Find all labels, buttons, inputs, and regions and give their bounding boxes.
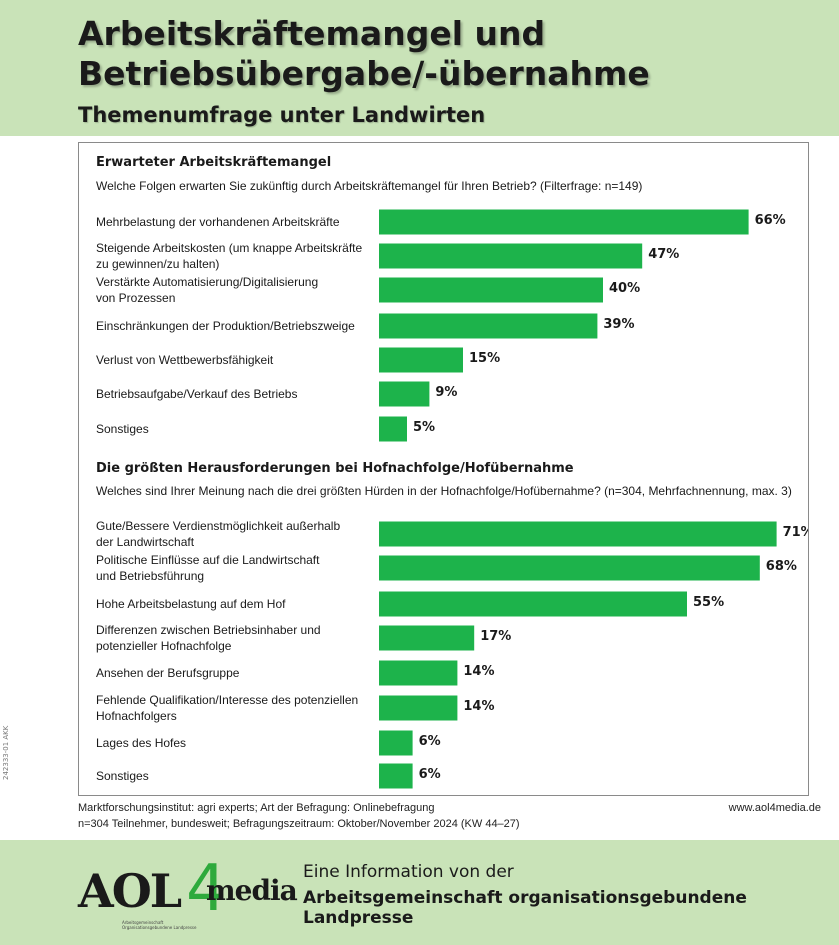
bar xyxy=(379,696,457,721)
website-link[interactable]: www.aol4media.de xyxy=(729,800,821,816)
category-label: Steigende Arbeitskosten (um knappe Arbei… xyxy=(96,241,362,255)
bar xyxy=(379,626,474,651)
category-label: Differenzen zwischen Betriebsinhaber und xyxy=(96,623,321,637)
info-line-2: Arbeitsgemeinschaft organisationsgebunde… xyxy=(303,888,839,928)
value-label: 6% xyxy=(419,767,441,782)
content-panel: Erwarteter Arbeitskräftemangel Welche Fol… xyxy=(0,136,839,840)
value-label: 14% xyxy=(463,664,494,679)
category-label: potenzieller Hofnachfolge xyxy=(96,639,232,653)
category-label: zu gewinnen/zu halten) xyxy=(96,257,219,271)
category-label: Sonstiges xyxy=(96,422,149,436)
category-label: Mehrbelastung der vorhandenen Arbeitskrä… xyxy=(96,215,340,229)
source-line-2: n=304 Teilnehmer, bundesweit; Befragungs… xyxy=(78,816,638,832)
category-label: Hohe Arbeitsbelastung auf dem Hof xyxy=(96,597,286,611)
page-subtitle: Themenumfrage unter Landwirten xyxy=(78,101,485,129)
chart-question: Welche Folgen erwarten Sie zukünftig dur… xyxy=(96,179,642,193)
bar xyxy=(379,661,457,686)
value-label: 5% xyxy=(413,420,435,435)
logo-aol-text: AOL xyxy=(78,864,180,918)
publisher-band: AOL 4 media Arbeitsgemeinschaft Organisa… xyxy=(0,840,839,945)
bar xyxy=(379,592,687,617)
page-title: Arbeitskräftemangel und Betriebsübergabe… xyxy=(78,14,818,94)
chart-box: Erwarteter Arbeitskräftemangel Welche Fol… xyxy=(78,142,809,796)
bar xyxy=(379,522,777,547)
value-label: 55% xyxy=(693,595,724,610)
value-label: 40% xyxy=(609,281,640,296)
logo-small-text: Arbeitsgemeinschaft Organisationsgebunde… xyxy=(122,920,212,930)
category-label: Ansehen der Berufsgruppe xyxy=(96,666,240,680)
category-label: Gute/Bessere Verdienstmöglichkeit außerh… xyxy=(96,519,340,533)
bar xyxy=(379,244,642,269)
bar xyxy=(379,382,429,407)
category-label: Sonstiges xyxy=(96,769,149,783)
value-label: 15% xyxy=(469,351,500,366)
chart-title: Die größten Herausforderungen bei Hofnac… xyxy=(96,461,574,476)
info-line-1: Eine Information von der xyxy=(303,862,514,882)
category-label: Lages des Hofes xyxy=(96,736,186,750)
aol4media-logo: AOL 4 media Arbeitsgemeinschaft Organisa… xyxy=(78,858,278,938)
category-label: der Landwirtschaft xyxy=(96,535,195,549)
category-label: Hofnachfolgers xyxy=(96,709,177,723)
survey-charts: Erwarteter Arbeitskräftemangel Welche Fol… xyxy=(79,143,808,795)
logo-media-text: media xyxy=(206,874,297,907)
side-code: 242333-01 AKK xyxy=(2,726,10,780)
chart-question: Welches sind Ihrer Meinung nach die drei… xyxy=(96,484,792,498)
chart-title: Erwarteter Arbeitskräftemangel xyxy=(96,155,331,170)
title-line-2: Betriebsübergabe/-übernahme xyxy=(78,54,818,94)
value-label: 17% xyxy=(480,629,511,644)
category-label: Einschränkungen der Produktion/Betriebsz… xyxy=(96,319,355,333)
title-line-1: Arbeitskräftemangel und xyxy=(78,14,818,54)
bar xyxy=(379,348,463,373)
source-line-1: Marktforschungsinstitut: agri experts; A… xyxy=(78,800,638,816)
value-label: 66% xyxy=(755,213,786,228)
value-label: 71% xyxy=(783,525,808,540)
category-label: von Prozessen xyxy=(96,291,175,305)
category-label: Verlust von Wettbewerbsfähigkeit xyxy=(96,353,274,367)
value-label: 9% xyxy=(435,385,457,400)
bar xyxy=(379,314,597,339)
source-note: Marktforschungsinstitut: agri experts; A… xyxy=(78,800,638,832)
bar xyxy=(379,417,407,442)
value-label: 6% xyxy=(419,734,441,749)
category-label: und Betriebsführung xyxy=(96,569,204,583)
bar xyxy=(379,731,413,756)
value-label: 47% xyxy=(648,247,679,262)
header: Arbeitskräftemangel und Betriebsübergabe… xyxy=(0,0,839,135)
bar xyxy=(379,556,760,581)
value-label: 39% xyxy=(603,317,634,332)
category-label: Verstärkte Automatisierung/Digitalisieru… xyxy=(96,275,318,289)
bar xyxy=(379,278,603,303)
value-label: 14% xyxy=(463,699,494,714)
value-label: 68% xyxy=(766,559,797,574)
category-label: Betriebsaufgabe/Verkauf des Betriebs xyxy=(96,387,297,401)
category-label: Fehlende Qualifikation/Interesse des pot… xyxy=(96,693,358,707)
bar xyxy=(379,764,413,789)
category-label: Politische Einflüsse auf die Landwirtsch… xyxy=(96,553,320,567)
bar xyxy=(379,210,749,235)
